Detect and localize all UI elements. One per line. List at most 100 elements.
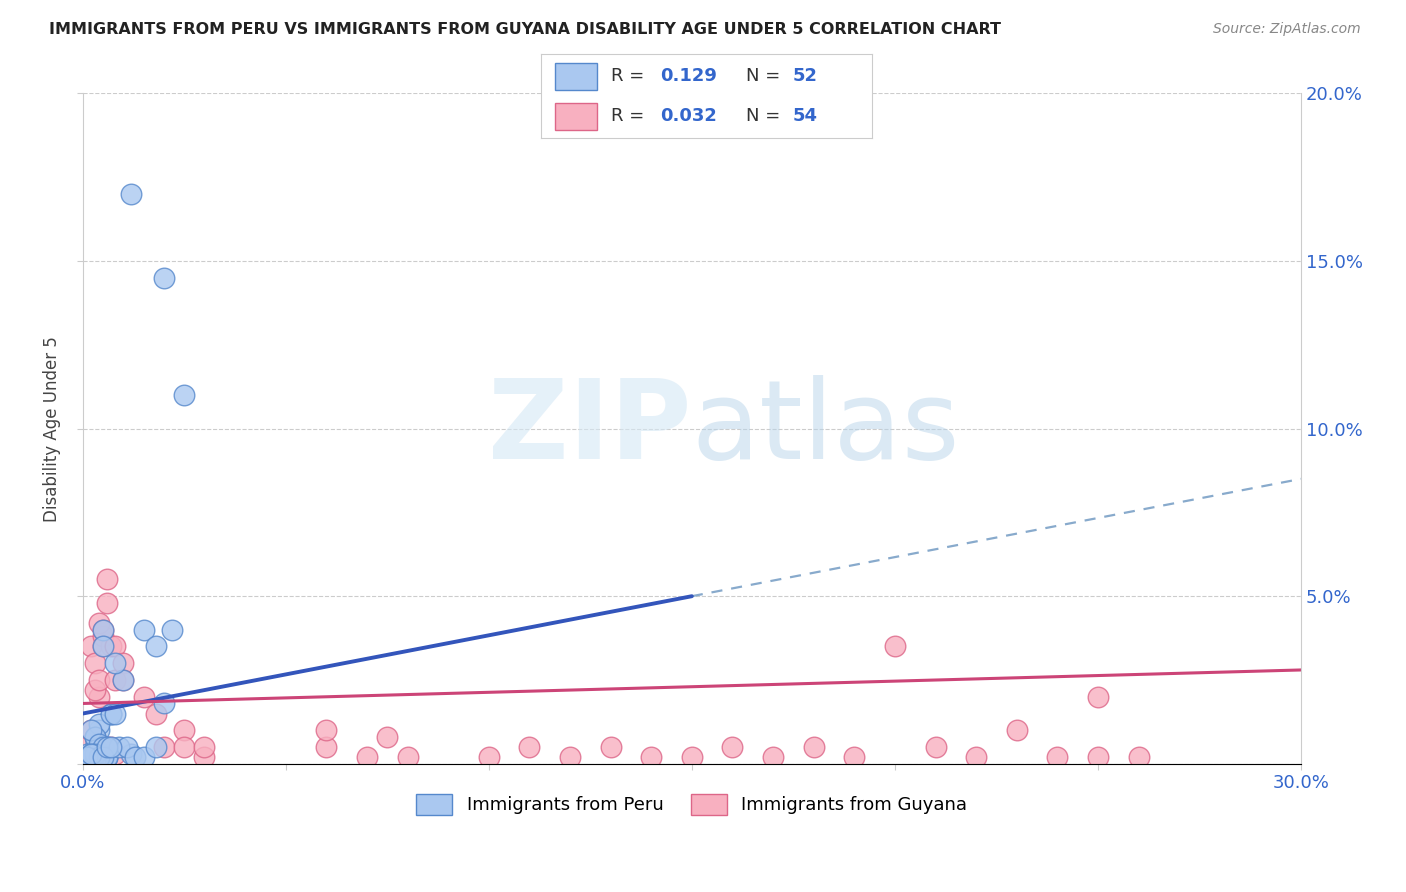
Point: [153, 740, 176, 755]
Point: [124, 750, 146, 764]
Point: [87, 615, 110, 630]
Point: [160, 623, 183, 637]
Point: [1046, 750, 1069, 764]
Point: [96, 750, 118, 764]
Point: [80, 747, 103, 761]
Point: [965, 750, 987, 764]
Point: [80, 750, 103, 764]
Point: [120, 186, 142, 201]
Point: [83, 730, 105, 744]
Point: [100, 706, 122, 721]
Point: [721, 740, 744, 755]
Point: [599, 740, 621, 755]
Point: [76, 740, 98, 755]
Point: [80, 750, 103, 764]
Point: [193, 750, 215, 764]
Point: [96, 750, 118, 764]
Y-axis label: Disability Age Under 5: Disability Age Under 5: [44, 335, 60, 522]
Point: [108, 740, 131, 755]
Point: [76, 754, 98, 768]
Point: [80, 723, 103, 738]
Point: [1005, 723, 1028, 738]
Point: [83, 740, 105, 755]
Point: [83, 683, 105, 698]
Point: [145, 740, 167, 755]
Point: [112, 673, 135, 687]
Point: [91, 747, 114, 761]
Point: [1087, 750, 1109, 764]
Point: [96, 573, 118, 587]
Text: 54: 54: [793, 107, 817, 125]
Point: [91, 623, 114, 637]
Point: [132, 750, 155, 764]
Point: [132, 623, 155, 637]
Point: [117, 740, 139, 755]
Point: [558, 750, 581, 764]
Text: 0.032: 0.032: [661, 107, 717, 125]
Point: [100, 640, 122, 654]
Point: [640, 750, 662, 764]
Point: [91, 640, 114, 654]
Point: [132, 690, 155, 704]
Point: [803, 740, 825, 755]
Point: [83, 750, 105, 764]
Point: [100, 706, 122, 721]
Text: R =: R =: [610, 68, 650, 86]
Legend: Immigrants from Peru, Immigrants from Guyana: Immigrants from Peru, Immigrants from Gu…: [409, 787, 974, 822]
Point: [1128, 750, 1150, 764]
FancyBboxPatch shape: [554, 103, 598, 130]
Text: 0.129: 0.129: [661, 68, 717, 86]
Point: [193, 740, 215, 755]
Point: [112, 673, 135, 687]
Point: [100, 740, 122, 755]
Point: [80, 747, 103, 761]
Point: [173, 723, 195, 738]
Point: [76, 754, 98, 768]
Text: Source: ZipAtlas.com: Source: ZipAtlas.com: [1213, 22, 1361, 37]
Point: [91, 629, 114, 643]
Point: [173, 388, 195, 402]
Text: atlas: atlas: [692, 376, 960, 482]
Point: [87, 673, 110, 687]
Point: [173, 740, 195, 755]
Point: [396, 750, 419, 764]
Text: IMMIGRANTS FROM PERU VS IMMIGRANTS FROM GUYANA DISABILITY AGE UNDER 5 CORRELATIO: IMMIGRANTS FROM PERU VS IMMIGRANTS FROM …: [49, 22, 1001, 37]
Point: [356, 750, 378, 764]
Point: [844, 750, 866, 764]
Text: R =: R =: [610, 107, 650, 125]
Point: [87, 690, 110, 704]
Point: [315, 740, 337, 755]
Point: [375, 730, 398, 744]
Point: [91, 623, 114, 637]
Point: [145, 706, 167, 721]
Point: [83, 750, 105, 764]
Point: [315, 723, 337, 738]
Point: [681, 750, 703, 764]
Point: [87, 737, 110, 751]
Point: [100, 740, 122, 755]
Point: [104, 747, 127, 761]
Point: [83, 754, 105, 768]
Point: [80, 750, 103, 764]
Point: [153, 697, 176, 711]
Text: 52: 52: [793, 68, 817, 86]
Point: [762, 750, 785, 764]
Point: [478, 750, 501, 764]
Point: [1087, 690, 1109, 704]
Point: [87, 750, 110, 764]
Point: [91, 750, 114, 764]
Point: [83, 747, 105, 761]
Point: [87, 740, 110, 755]
Point: [96, 740, 118, 755]
FancyBboxPatch shape: [554, 62, 598, 90]
Point: [83, 730, 105, 744]
Point: [83, 730, 105, 744]
Point: [80, 640, 103, 654]
Point: [104, 640, 127, 654]
Point: [96, 596, 118, 610]
Point: [96, 740, 118, 755]
Point: [104, 706, 127, 721]
Point: [104, 673, 127, 687]
Point: [80, 723, 103, 738]
Point: [87, 723, 110, 738]
